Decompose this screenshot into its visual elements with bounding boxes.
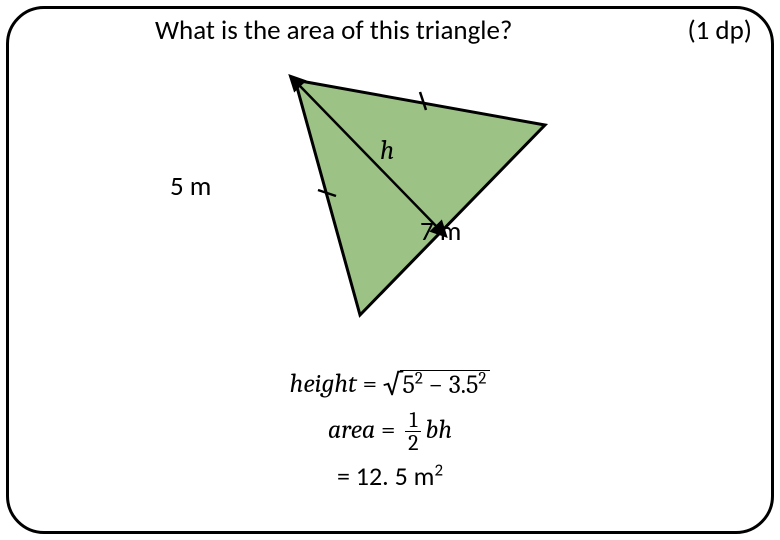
working-line-height: height = √ 52 − 3.52	[0, 362, 780, 408]
area-lhs: area	[328, 412, 375, 450]
working-line-answer: = 12. 5 m2	[0, 454, 780, 500]
height-lhs: height	[290, 366, 357, 404]
one-half-fraction: 1 2	[404, 409, 422, 454]
height-variable-label: h	[380, 135, 394, 166]
equals-sign: =	[357, 366, 383, 404]
square-root: √ 52 − 3.52	[383, 363, 491, 407]
working-line-area: area = 1 2 bh	[0, 408, 780, 454]
equals-sign: =	[375, 412, 401, 450]
triangle-diagram	[230, 60, 590, 320]
answer-value: = 12. 5 m2	[337, 458, 443, 496]
question-text: What is the area of this triangle?	[155, 14, 512, 47]
side-label-5m: 5 m	[170, 170, 211, 203]
side-label-7m: 7 m	[420, 215, 461, 248]
triangle-shape	[295, 80, 545, 315]
working-steps: height = √ 52 − 3.52 area = 1 2 bh = 12.…	[0, 362, 780, 500]
radicand: 52 − 3.52	[400, 370, 490, 400]
bh-term: bh	[426, 412, 453, 450]
precision-note: (1 dp)	[687, 14, 752, 47]
